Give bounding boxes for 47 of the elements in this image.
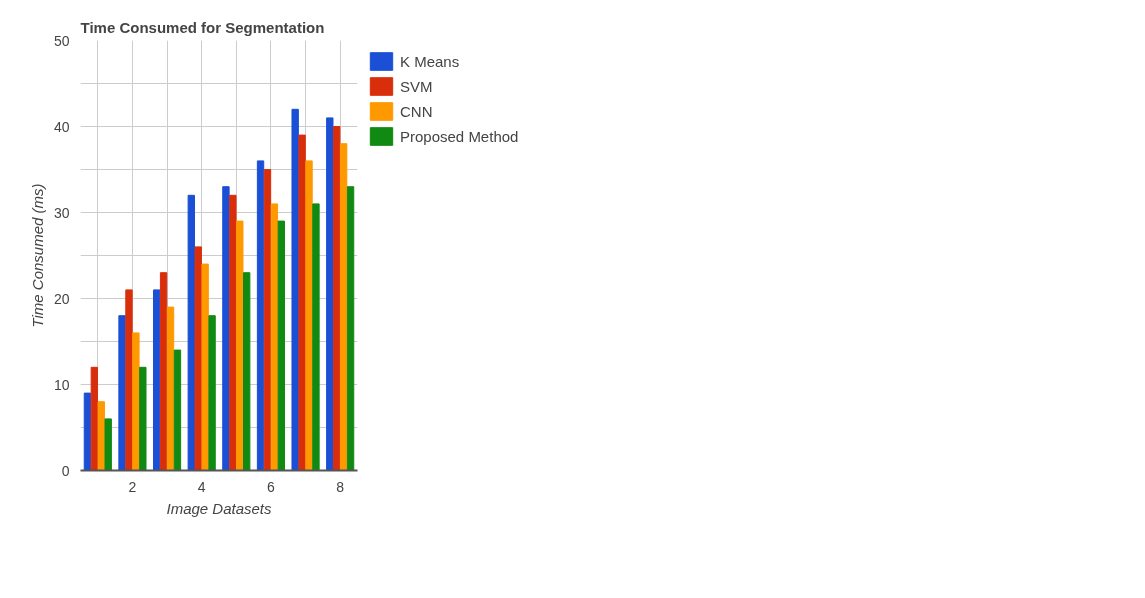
bar (83, 392, 92, 471)
bar (305, 160, 313, 471)
bar (346, 186, 355, 471)
x-axis-title: Image Datasets (166, 499, 273, 517)
chart-title: Time Consumed for Segmentation (80, 18, 325, 36)
bar (312, 203, 320, 471)
y-tick-label: 0 (61, 462, 70, 479)
bar (208, 315, 216, 471)
bar (277, 220, 286, 471)
legend-label: SVM (400, 77, 433, 95)
legend-label: CNN (400, 102, 433, 120)
y-tick-label: 40 (53, 118, 70, 135)
bar (194, 246, 202, 471)
x-tick-label: 6 (267, 478, 276, 495)
bar (298, 134, 306, 471)
x-tick-label: 8 (336, 478, 345, 495)
bar (229, 194, 237, 471)
bar (166, 306, 175, 471)
bar (125, 289, 133, 471)
y-tick-label: 20 (53, 290, 70, 307)
y-tick-label: 50 (53, 32, 70, 49)
bar (187, 194, 195, 471)
y-axis-title: Time Consumed (ms) (28, 183, 46, 328)
bar (132, 332, 140, 471)
bar (256, 160, 265, 471)
y-tick-label: 10 (53, 376, 70, 393)
bar (173, 349, 182, 471)
y-tick-label: 30 (53, 204, 70, 221)
bar (104, 418, 112, 471)
bar (152, 289, 161, 471)
bar (243, 272, 251, 471)
bar (222, 186, 230, 471)
bar (139, 366, 147, 471)
legend-label: Proposed Method (400, 127, 519, 145)
x-tick-label: 2 (128, 478, 137, 495)
bar (339, 143, 348, 471)
bar (118, 315, 126, 471)
x-tick-label: 4 (197, 478, 206, 495)
legend-label: K Means (400, 52, 460, 70)
bar (97, 401, 105, 471)
bar (291, 108, 299, 471)
bar (236, 220, 244, 471)
bar (263, 169, 272, 471)
bar (159, 272, 168, 471)
bar (326, 117, 334, 471)
bar (201, 263, 209, 471)
bar (333, 126, 341, 471)
